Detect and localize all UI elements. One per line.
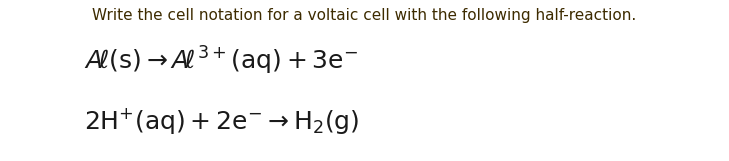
Text: $\mathrm{2H^{+}(aq) + 2e^{-} \rightarrow H_2(g)}$: $\mathrm{2H^{+}(aq) + 2e^{-} \rightarrow… — [84, 106, 359, 136]
Text: Write the cell notation for a voltaic cell with the following half-reaction.: Write the cell notation for a voltaic ce… — [93, 8, 636, 23]
Text: $\mathit{A\!\ell}\mathrm{(s)} \rightarrow \mathit{A\!\ell}^{3+}\mathrm{(aq) + 3e: $\mathit{A\!\ell}\mathrm{(s)} \rightarro… — [84, 45, 358, 77]
